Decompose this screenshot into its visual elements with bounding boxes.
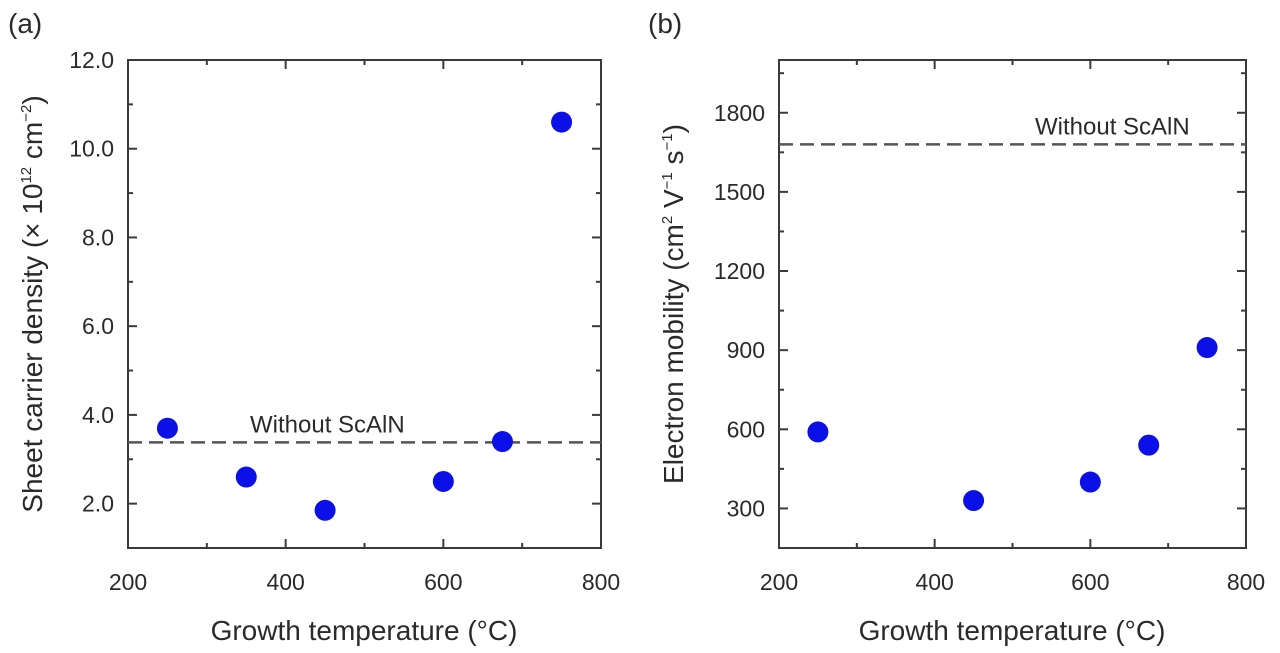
data-point — [432, 470, 454, 492]
data-point — [963, 490, 985, 512]
panel-a: (a) 200 400 600 800 2.0 4.0 6.0 8.0 10.0 12.0 Wi… — [8, 8, 620, 646]
panel-a-frame — [127, 59, 602, 549]
y-tick-label: 1800 — [714, 100, 765, 126]
y-tick-label: 4.0 — [82, 402, 114, 428]
panel-a-points — [156, 111, 573, 521]
panel-b-label: (b) — [648, 8, 682, 39]
data-point — [551, 111, 573, 133]
data-point — [1138, 434, 1160, 456]
panel-a-reference-label: Without ScAlN — [250, 411, 405, 438]
panel-b-reference-label: Without ScAlN — [1035, 113, 1190, 140]
y-tick-label: 10.0 — [69, 136, 114, 162]
y-tick-label: 12.0 — [69, 47, 114, 73]
panel-b-x-axis: 200 400 600 800 — [760, 60, 1265, 595]
x-tick-label: 800 — [1227, 569, 1265, 595]
panel-a-x-axis: 200 400 600 800 — [109, 60, 620, 595]
x-tick-label: 800 — [582, 569, 620, 595]
y-tick-label: 2.0 — [82, 491, 114, 517]
data-point — [1079, 471, 1101, 493]
panel-b-points — [807, 337, 1218, 512]
y-tick-label: 1500 — [714, 179, 765, 205]
x-tick-label: 400 — [915, 569, 953, 595]
data-point — [156, 417, 178, 439]
panel-a-label: (a) — [8, 8, 42, 39]
panel-b-x-axis-label: Growth temperature (°C) — [859, 615, 1166, 646]
y-tick-label: 600 — [727, 416, 765, 442]
panel-b-y-axis-label: Electron mobility (cm2 V−1 s−1) — [658, 124, 689, 484]
y-tick-label: 8.0 — [82, 224, 114, 250]
x-tick-label: 200 — [109, 569, 147, 595]
data-point — [491, 431, 513, 453]
data-point — [235, 466, 257, 488]
x-tick-label: 600 — [424, 569, 462, 595]
x-tick-label: 400 — [266, 569, 304, 595]
panel-a-x-axis-label: Growth temperature (°C) — [211, 615, 518, 646]
x-tick-label: 600 — [1071, 569, 1109, 595]
panel-b-y-axis: 300 600 900 1200 1500 1800 — [714, 72, 1246, 521]
data-point — [807, 421, 829, 443]
panel-a-y-axis: 2.0 4.0 6.0 8.0 10.0 12.0 — [69, 47, 601, 517]
y-tick-label: 6.0 — [82, 313, 114, 339]
data-point — [1196, 337, 1218, 359]
panel-a-y-axis-label: Sheet carrier density (× 1012 cm−2) — [17, 95, 48, 512]
y-tick-label: 300 — [727, 495, 765, 521]
y-tick-label: 1200 — [714, 258, 765, 284]
data-point — [314, 499, 336, 521]
y-tick-label: 900 — [727, 337, 765, 363]
x-tick-label: 200 — [760, 569, 798, 595]
panel-b: (b) 200 400 600 800 300 600 900 1200 1500 1800 W… — [648, 8, 1265, 646]
